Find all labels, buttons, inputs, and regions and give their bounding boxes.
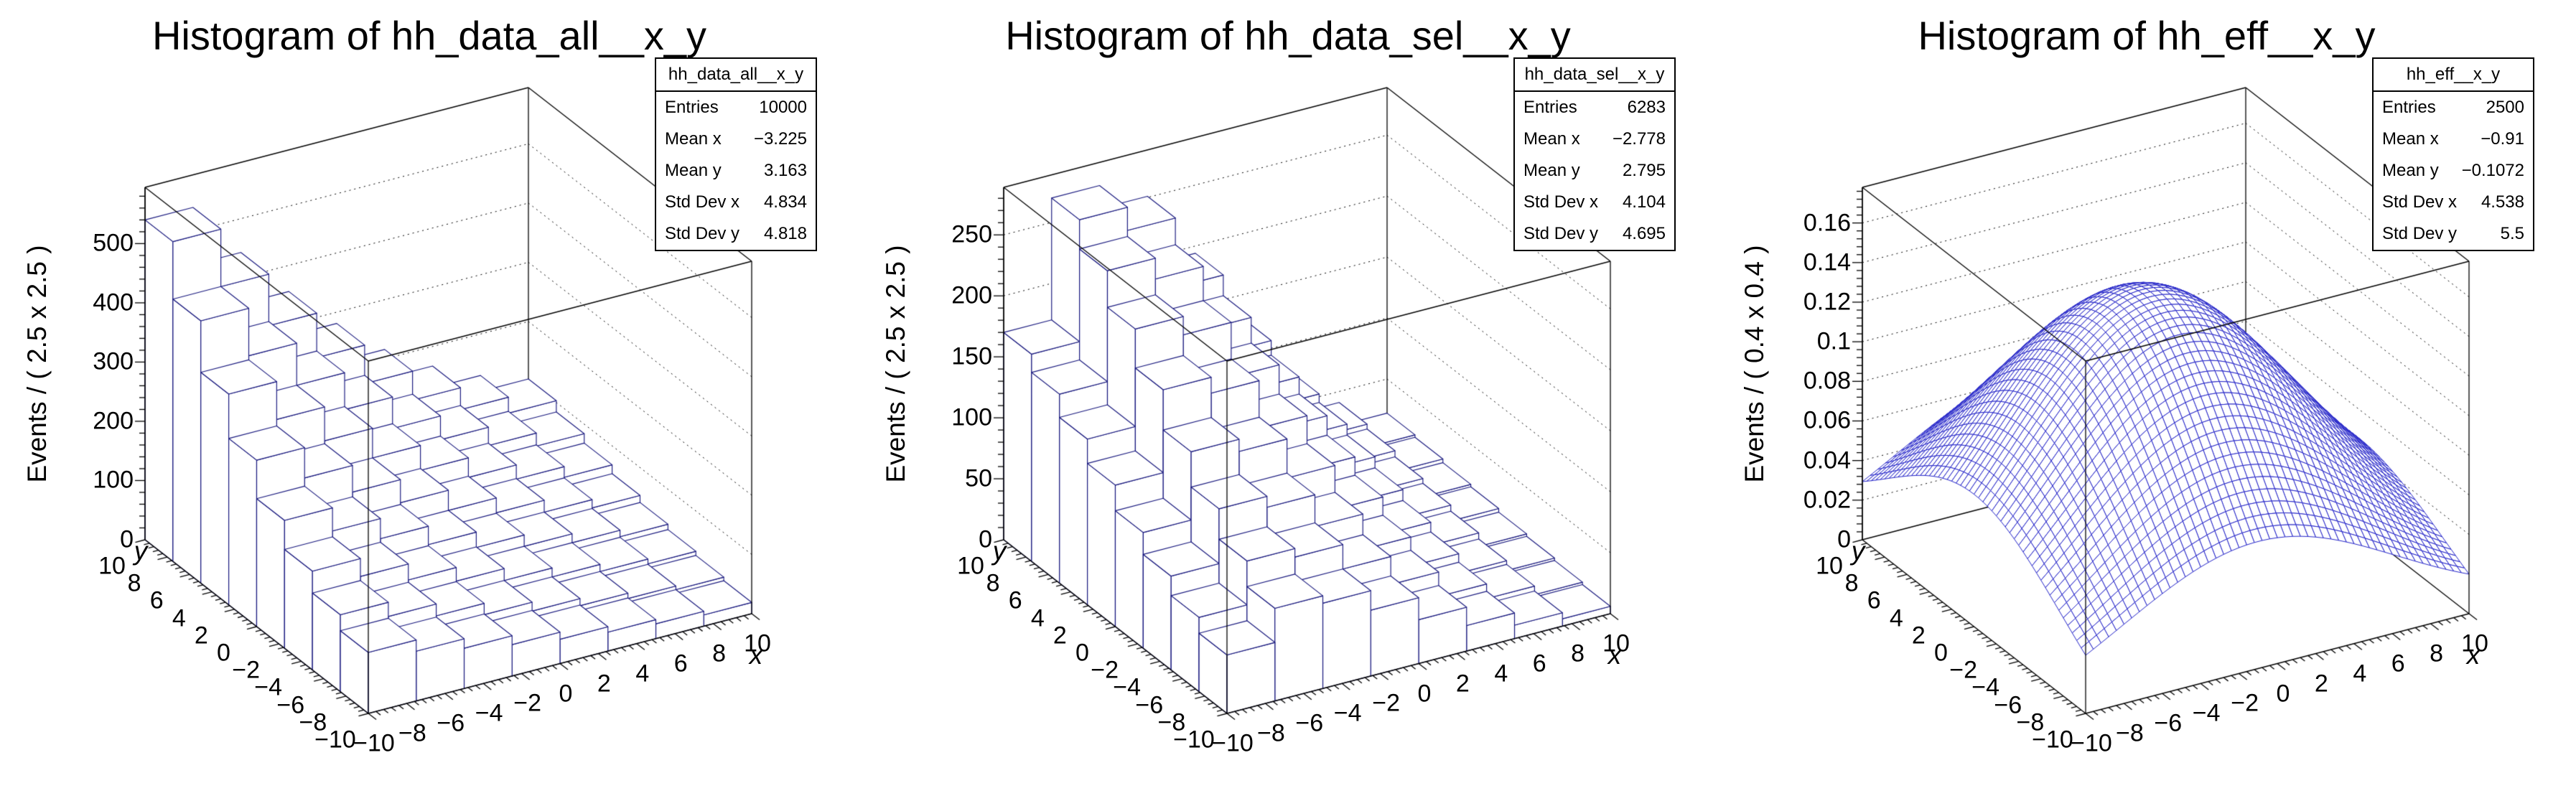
stats-label: Mean y	[1523, 161, 1580, 180]
stats-title: hh_data_sel__x_y	[1515, 59, 1674, 92]
stats-value: 4.104	[1622, 192, 1666, 212]
stats-value: −2.778	[1612, 129, 1666, 149]
stats-row: Std Dev x 4.834	[656, 187, 816, 218]
stats-value: 5.5	[2500, 224, 2524, 243]
stats-label: Std Dev x	[2382, 192, 2458, 212]
pad-title: Histogram of hh_data_all__x_y	[151, 13, 707, 58]
stats-value: −3.225	[753, 129, 807, 149]
stats-row: Entries 2500	[2374, 92, 2533, 123]
stats-label: Entries	[1523, 98, 1577, 117]
stats-label: Std Dev x	[665, 192, 740, 212]
stats-title: hh_eff__x_y	[2374, 59, 2533, 92]
stats-value: 3.163	[763, 161, 807, 180]
stats-value: 10000	[759, 98, 807, 117]
stats-value: 2500	[2486, 98, 2524, 117]
pad-title: Histogram of hh_eff__x_y	[1918, 13, 2376, 58]
stats-label: Entries	[665, 98, 719, 117]
stats-label: Std Dev x	[1523, 192, 1599, 212]
stats-label: Mean x	[665, 129, 722, 149]
stats-row: Std Dev y 5.5	[2374, 218, 2533, 250]
stats-value: 6283	[1627, 98, 1666, 117]
pad-hh-data-sel: −10 −8 −6 −4 −2 0 2 4 6 8 10 −10 −8 −6 −4 −2 0 2 4 6 8 10 0 50 1…	[859, 0, 1717, 801]
pad-title: Histogram of hh_data_sel__x_y	[1005, 13, 1571, 58]
stats-label: Mean x	[2382, 129, 2439, 149]
stats-value: −0.1072	[2461, 161, 2524, 180]
stats-label: Entries	[2382, 98, 2436, 117]
stats-row: Std Dev y 4.695	[1515, 218, 1674, 250]
stats-row: Mean x −3.225	[656, 123, 816, 155]
pad-hh-data-all: −10 −8 −6 −4 −2 0 2 4 6 8 10 −10 −8 −6 −4 −2 0 2 4 6 8 10 0 100…	[0, 0, 859, 801]
stats-title: hh_data_all__x_y	[656, 59, 816, 92]
stats-box: hh_data_all__x_y Entries 10000 Mean x −3…	[655, 57, 817, 251]
stats-box: hh_eff__x_y Entries 2500 Mean x −0.91 Me…	[2372, 57, 2534, 251]
stats-box: hh_data_sel__x_y Entries 6283 Mean x −2.…	[1513, 57, 1676, 251]
stats-value: −0.91	[2481, 129, 2524, 149]
stats-label: Std Dev y	[1523, 224, 1599, 243]
stats-row: Std Dev x 4.538	[2374, 187, 2533, 218]
stats-row: Mean y 3.163	[656, 155, 816, 187]
stats-value: 4.695	[1622, 224, 1666, 243]
stats-label: Mean y	[665, 161, 722, 180]
stats-row: Mean y −0.1072	[2374, 155, 2533, 187]
stats-value: 4.818	[763, 224, 807, 243]
stats-row: Mean x −2.778	[1515, 123, 1674, 155]
stats-label: Mean x	[1523, 129, 1580, 149]
stats-value: 2.795	[1622, 161, 1666, 180]
stats-value: 4.834	[763, 192, 807, 212]
stats-row: Mean x −0.91	[2374, 123, 2533, 155]
pad-hh-eff: −10 −8 −6 −4 −2 0 2 4 6 8 10 −10 −8 −6 −4 −2 0 2 4 6 8 10 0 0.0…	[1717, 0, 2576, 801]
stats-row: Std Dev y 4.818	[656, 218, 816, 250]
stats-row: Std Dev x 4.104	[1515, 187, 1674, 218]
stats-row: Entries 10000	[656, 92, 816, 123]
stats-row: Mean y 2.795	[1515, 155, 1674, 187]
stats-label: Std Dev y	[2382, 224, 2458, 243]
stats-row: Entries 6283	[1515, 92, 1674, 123]
stats-label: Mean y	[2382, 161, 2439, 180]
stats-label: Std Dev y	[665, 224, 740, 243]
stats-value: 4.538	[2481, 192, 2524, 212]
